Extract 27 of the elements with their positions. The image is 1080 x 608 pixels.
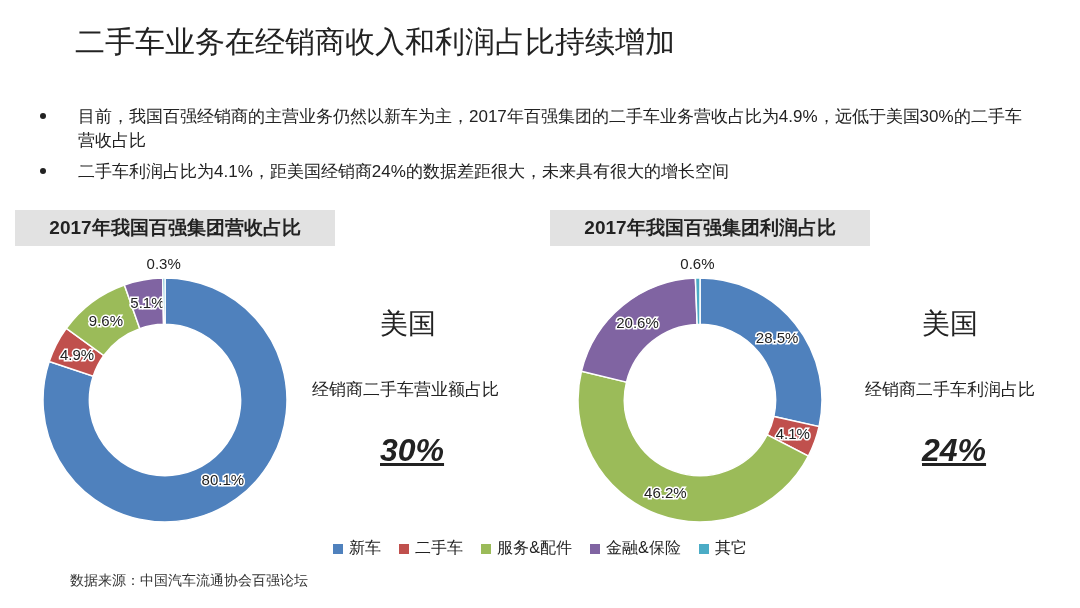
data-label: 0.3% xyxy=(146,255,181,273)
data-label: 4.9% xyxy=(59,345,95,363)
legend-label: 新车 xyxy=(349,538,382,558)
text: 美国 xyxy=(922,307,978,341)
data-label: 20.6% xyxy=(616,314,659,332)
text: 经销商二手车营业额占比 xyxy=(312,379,499,401)
donut-slice xyxy=(42,277,288,523)
text: 24% xyxy=(922,432,987,469)
legend-label: 二手车 xyxy=(415,538,464,558)
data-label: 9.6% xyxy=(88,311,124,329)
text: 二手车利润占比为4.1%，距美国经销商24%的数据差距很大，未来具有很大的增长空间 xyxy=(78,161,730,183)
text: 美国 xyxy=(380,307,436,341)
data-label: 4.1% xyxy=(775,424,810,442)
text: 经销商二手车利润占比 xyxy=(865,379,1035,401)
data-label: 28.5% xyxy=(755,329,799,347)
text: 目前，我国百强经销商的主营业务仍然以新车为主，2017年百强集团的二手车业务营收占比为4.9%，远低于美国30%的二手车营收占比 xyxy=(78,106,1023,152)
source-note: 数据来源：中国汽车流通协会百强论坛 xyxy=(70,572,308,590)
legend-label: 其它 xyxy=(714,538,747,558)
text: 30% xyxy=(380,432,445,469)
chart-title: 2017年我国百强集团营收占比 xyxy=(15,210,335,246)
chart-title: 2017年我国百强集团利润占比 xyxy=(550,210,870,246)
legend-label: 金融&保险 xyxy=(606,538,681,558)
text: 二手车业务在经销商收入和利润占比持续增加 xyxy=(75,24,675,60)
data-label: 46.2% xyxy=(644,483,687,501)
legend-label: 服务&配件 xyxy=(497,538,572,558)
data-label: 0.6% xyxy=(680,255,715,273)
data-label: 80.1% xyxy=(201,471,245,489)
